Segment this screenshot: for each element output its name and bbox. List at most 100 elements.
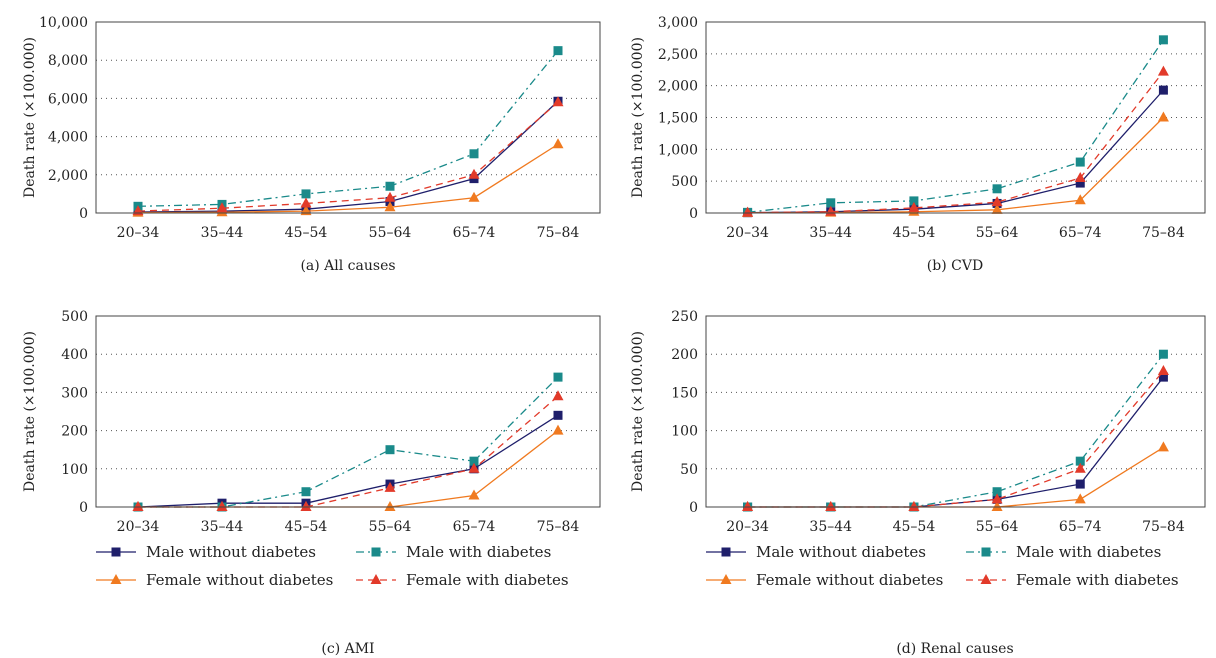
data-point: [384, 481, 396, 492]
legend-swatch-marker: [981, 547, 991, 557]
data-point: [384, 501, 396, 511]
data-point: [300, 197, 312, 208]
series-line-2: [138, 376, 559, 508]
data-point: [1074, 493, 1086, 504]
data-point: [468, 489, 480, 500]
data-point: [1157, 65, 1169, 76]
data-point: [742, 501, 754, 511]
series-line-2: [747, 353, 1164, 508]
series-line-1: [137, 100, 559, 213]
series-line-1: [137, 414, 559, 508]
data-point: [1075, 157, 1085, 167]
y-tick-label: 0: [79, 206, 88, 222]
data-point: [384, 191, 396, 202]
data-point: [385, 181, 395, 191]
data-point: [1075, 456, 1085, 466]
series-line-1: [747, 89, 1164, 214]
data-point: [991, 203, 1003, 214]
x-tick-label: 75–84: [1142, 225, 1185, 241]
data-point: [552, 424, 564, 435]
data-point: [552, 138, 564, 149]
data-point: [742, 206, 754, 217]
legend-swatch-marker: [371, 547, 381, 557]
y-tick-label: 250: [671, 309, 698, 325]
series-line-4: [137, 101, 559, 212]
panel-caption: (c) AMI: [321, 641, 374, 657]
data-point: [1158, 372, 1168, 382]
legend-label: Male without diabetes: [756, 543, 926, 561]
x-tick-label: 45–54: [893, 519, 936, 535]
x-tick-label: 55–64: [976, 225, 1019, 241]
x-tick-label: 65–74: [1059, 519, 1102, 535]
x-tick-label: 35–44: [809, 225, 852, 241]
legend-swatch-marker: [111, 547, 121, 557]
series-line-3: [137, 143, 559, 214]
data-point: [991, 493, 1003, 504]
x-tick-label: 45–54: [285, 519, 328, 535]
data-point: [908, 201, 920, 212]
legend-label: Male with diabetes: [1016, 543, 1161, 561]
data-point: [216, 202, 228, 213]
data-point: [1074, 171, 1086, 182]
y-tick-label: 200: [671, 347, 698, 363]
series-line-2: [137, 50, 559, 207]
chart-panel-b: 0 500 1,000 1,500 2,000 2,500 3,000 20–34 35–44 4…: [630, 15, 1206, 274]
plot-frame: [95, 315, 601, 508]
data-point: [469, 149, 479, 159]
x-tick-label: 55–64: [369, 225, 412, 241]
y-tick-label: 500: [61, 309, 88, 325]
data-point: [553, 46, 563, 56]
y-tick-label: 500: [671, 174, 698, 190]
x-tick-label: 45–54: [893, 225, 936, 241]
data-point: [468, 462, 480, 473]
data-point: [552, 390, 564, 401]
data-point: [909, 196, 919, 206]
series-line-4: [747, 71, 1164, 214]
y-tick-label: 50: [680, 462, 698, 478]
legend-label: Female with diabetes: [406, 571, 569, 589]
panel-caption: (a) All causes: [300, 258, 395, 274]
x-tick-label: 35–44: [201, 225, 244, 241]
panel-caption: (b) CVD: [927, 258, 983, 274]
y-tick-label: 200: [61, 424, 88, 440]
x-tick-label: 45–54: [285, 225, 328, 241]
legend-label: Male without diabetes: [146, 543, 316, 561]
data-point: [216, 501, 228, 511]
data-point: [300, 501, 312, 511]
data-point: [553, 372, 563, 382]
data-point: [468, 191, 480, 202]
legend-label: Male with diabetes: [406, 543, 551, 561]
y-tick-label: 10,000: [39, 15, 88, 31]
data-point: [992, 487, 1002, 497]
plot-frame: [95, 21, 601, 214]
data-point: [1157, 441, 1169, 452]
y-tick-label: 3,000: [658, 15, 698, 31]
x-tick-label: 20–34: [726, 225, 769, 241]
data-point: [301, 487, 311, 497]
x-tick-label: 75–84: [537, 519, 580, 535]
data-point: [1157, 365, 1169, 376]
y-axis-title: Death rate (×100.000): [22, 37, 38, 198]
y-tick-label: 2,000: [48, 168, 88, 184]
y-tick-label: 1,000: [658, 142, 698, 158]
series-line-4: [747, 370, 1164, 508]
data-point: [1074, 194, 1086, 205]
panel-caption: (d) Renal causes: [896, 641, 1013, 657]
x-tick-label: 35–44: [809, 519, 852, 535]
legend-label: Female with diabetes: [1016, 571, 1179, 589]
data-point: [991, 501, 1003, 511]
chart-panel-a: 0 2,000 4,000 6,000 8,000 10,000 20–34 35–44 45–…: [22, 15, 601, 274]
data-point: [132, 501, 144, 511]
x-tick-label: 65–74: [453, 225, 496, 241]
data-point: [1074, 462, 1086, 473]
series-line-1: [747, 376, 1164, 508]
y-tick-label: 8,000: [48, 53, 88, 69]
x-tick-label: 35–44: [201, 519, 244, 535]
legend-d: Male without diabetes Male with diabetes F…: [706, 543, 1179, 589]
data-point: [991, 196, 1003, 207]
x-tick-label: 55–64: [976, 519, 1019, 535]
plot-frame: [705, 21, 1206, 214]
data-point: [1157, 111, 1169, 122]
y-tick-label: 400: [61, 347, 88, 363]
data-point: [384, 201, 396, 212]
